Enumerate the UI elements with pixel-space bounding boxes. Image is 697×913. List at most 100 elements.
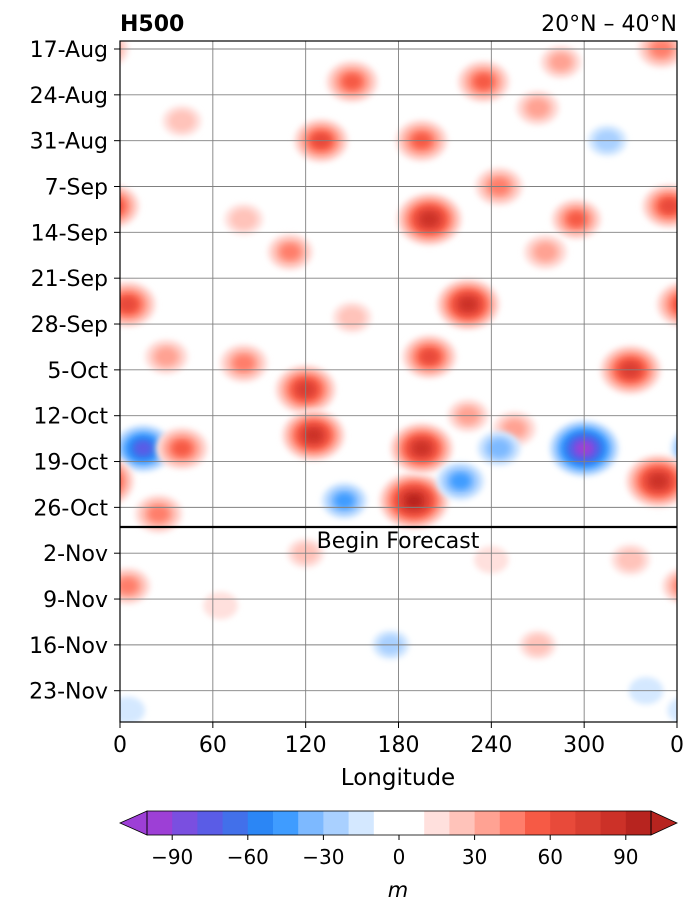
anomaly-contour bbox=[421, 350, 438, 363]
colorbar-swatch bbox=[575, 811, 602, 835]
anomaly-contour bbox=[568, 212, 585, 226]
anomaly-contour-wrap bbox=[678, 431, 697, 466]
y-tick-label: 28-Sep bbox=[31, 313, 108, 338]
x-tick-label: 180 bbox=[378, 733, 420, 758]
anomaly-contour bbox=[155, 348, 178, 366]
anomaly-contour bbox=[414, 442, 429, 455]
y-tick-label: 9-Nov bbox=[43, 588, 108, 613]
colorbar-swatch bbox=[323, 811, 350, 835]
anomaly-cell bbox=[120, 424, 697, 473]
anomaly-contour-wrap bbox=[682, 434, 697, 464]
anomaly-contour-wrap bbox=[686, 437, 697, 461]
anomaly-contour-wrap bbox=[671, 576, 677, 595]
colorbar-swatch bbox=[373, 811, 425, 835]
anomaly-contour bbox=[306, 429, 321, 441]
anomaly-cell bbox=[155, 427, 208, 470]
anomaly-contour-wrap bbox=[689, 440, 697, 458]
anomaly-contour bbox=[120, 578, 137, 594]
colorbar-swatch bbox=[273, 811, 299, 835]
colorbar-swatch bbox=[197, 811, 224, 835]
anomaly-cell bbox=[219, 344, 268, 383]
colorbar-tick-label: 60 bbox=[537, 845, 562, 869]
x-tick-label: 0 bbox=[670, 733, 684, 758]
y-tick-label: 14-Sep bbox=[31, 221, 108, 246]
colorbar-swatch bbox=[222, 811, 249, 835]
anomaly-cell bbox=[611, 544, 651, 576]
anomaly-cell bbox=[144, 339, 189, 375]
anomaly-contour bbox=[149, 506, 169, 522]
anomaly-contour-wrap bbox=[120, 467, 127, 496]
anomaly-cell bbox=[516, 90, 560, 126]
anomaly-contour bbox=[661, 199, 677, 213]
anomaly-contour bbox=[203, 591, 238, 620]
anomaly-contour bbox=[120, 297, 136, 311]
colorbar-swatch bbox=[247, 811, 274, 835]
anomaly-cell bbox=[120, 696, 677, 722]
x-tick-label: 120 bbox=[285, 733, 327, 758]
colorbar-tick-label: −60 bbox=[227, 845, 269, 869]
colorbar-swatch bbox=[600, 811, 627, 835]
colorbar-swatch bbox=[172, 811, 198, 835]
anomaly-contour bbox=[526, 99, 549, 117]
anomaly-contour bbox=[335, 493, 354, 509]
colorbar-tick-label: −90 bbox=[151, 845, 193, 869]
colorbar-extend-low bbox=[119, 810, 148, 836]
anomaly-contour-wrap bbox=[120, 199, 124, 214]
anomaly-contour-wrap bbox=[675, 582, 677, 590]
y-tick-label: 23-Nov bbox=[29, 680, 108, 705]
anomaly-cell bbox=[396, 192, 463, 246]
forecast-label: Begin Forecast bbox=[317, 529, 480, 554]
anomaly-cell bbox=[120, 41, 677, 69]
anomaly-cell bbox=[134, 494, 183, 534]
anomaly-contour bbox=[474, 74, 493, 89]
x-tick-label: 0 bbox=[113, 733, 127, 758]
anomaly-contour-wrap bbox=[94, 475, 109, 487]
anomaly-contour bbox=[173, 441, 191, 456]
colorbar-tick-label: 90 bbox=[613, 845, 638, 869]
anomaly-cell bbox=[523, 234, 568, 270]
anomaly-contour bbox=[461, 298, 476, 310]
colorbar-swatch bbox=[147, 811, 173, 835]
colorbar-swatch bbox=[550, 811, 576, 835]
anomaly-contour-wrap bbox=[674, 439, 677, 458]
anomaly-cell bbox=[332, 301, 372, 333]
y-tick-label: 31-Aug bbox=[30, 130, 108, 155]
y-tick-label: 26-Oct bbox=[33, 496, 108, 521]
anomaly-contour-wrap bbox=[120, 472, 124, 491]
anomaly-cell bbox=[224, 203, 264, 235]
anomaly-cell bbox=[436, 462, 485, 501]
y-tick-label: 17-Aug bbox=[30, 38, 108, 63]
anomaly-cell bbox=[162, 105, 202, 137]
chart-title-left: H500 bbox=[120, 12, 184, 37]
anomaly-contour-wrap bbox=[676, 302, 677, 307]
anomaly-contour-wrap bbox=[672, 296, 677, 312]
anomaly-cell bbox=[551, 199, 602, 240]
colorbar bbox=[119, 810, 678, 836]
x-tick-label: 60 bbox=[199, 733, 227, 758]
anomaly-contour bbox=[422, 213, 437, 226]
anomaly-cell bbox=[402, 334, 457, 379]
x-tick-label: 240 bbox=[470, 733, 512, 758]
y-axis-ticks: 17-Aug 24-Aug 31-Aug 7-Sep 14-Sep 21-Sep 28-Se… bbox=[29, 38, 120, 705]
anomaly-cell bbox=[203, 591, 238, 620]
anomaly-contour-wrap bbox=[667, 698, 677, 722]
anomaly-cell bbox=[120, 281, 677, 328]
anomaly-cell bbox=[477, 431, 521, 466]
colorbar-tick-label: −30 bbox=[302, 845, 344, 869]
anomaly-cell bbox=[325, 60, 379, 103]
anomaly-cell bbox=[281, 409, 346, 461]
anomaly-contour bbox=[406, 495, 421, 507]
y-tick-label: 24-Aug bbox=[30, 84, 108, 109]
anomaly-cell bbox=[390, 423, 454, 474]
anomaly-contour bbox=[281, 244, 300, 260]
anomaly-contour bbox=[450, 473, 470, 489]
anomaly-cell bbox=[321, 482, 368, 520]
colorbar-ticks: −90 −60 −30 0 30 60 90 bbox=[151, 835, 639, 869]
anomaly-contour bbox=[343, 74, 361, 89]
anomaly-cell bbox=[120, 184, 677, 228]
anomaly-contour bbox=[168, 110, 195, 132]
colorbar-swatch bbox=[298, 811, 324, 835]
anomaly-cell bbox=[120, 567, 677, 605]
y-tick-label: 21-Sep bbox=[31, 267, 108, 292]
